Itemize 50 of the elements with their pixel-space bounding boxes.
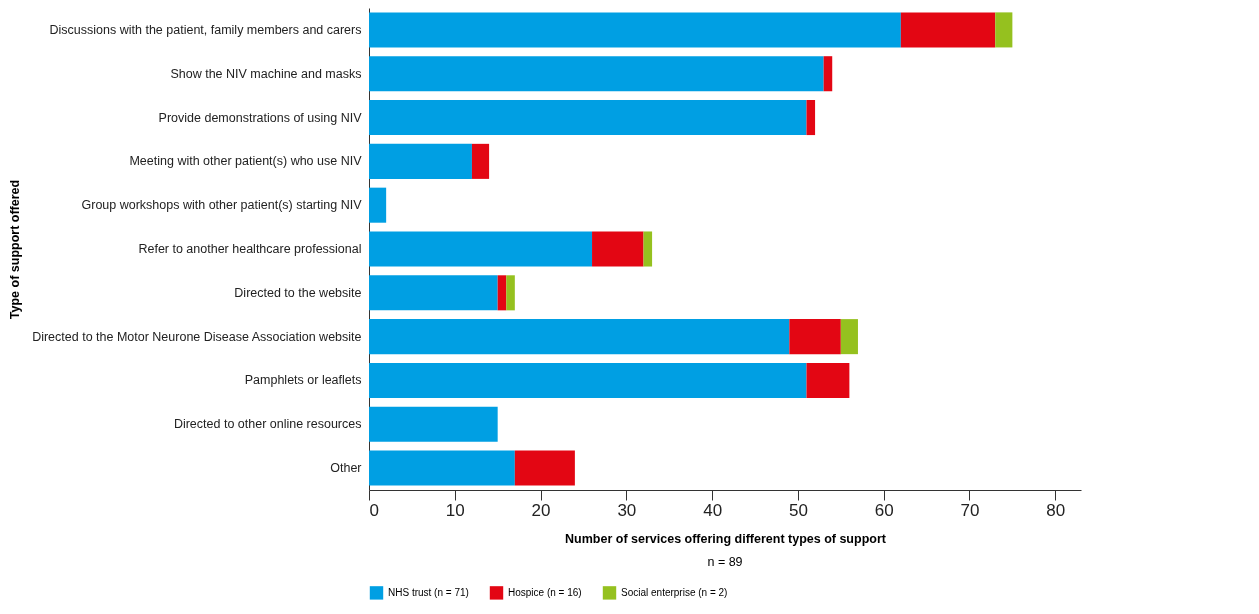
x-tick-label: 20 [531, 500, 551, 520]
bar [497, 275, 507, 311]
bar [369, 319, 790, 355]
y-tick-label: Directed to other online resources [173, 417, 362, 432]
text: n = 89 [707, 555, 743, 569]
y-tick-label: Directed to the Motor Neurone Disease Association website [32, 329, 362, 344]
bar [840, 319, 858, 355]
x-tick-label: 40 [703, 500, 723, 520]
bar [643, 231, 653, 267]
bar [995, 12, 1013, 48]
x-tick-label: 0 [369, 500, 379, 520]
y-tick-label: Other [330, 461, 362, 476]
bar [514, 450, 575, 486]
x-tick-label: 60 [874, 500, 894, 520]
legend-label: Social enterprise (n = 2) [621, 586, 728, 598]
bar [369, 406, 498, 442]
x-axis-title: Number of services offering different types of support [565, 531, 887, 546]
y-tick-label: Provide demonstrations of using NIV [158, 110, 363, 125]
bar [369, 450, 515, 486]
bar [369, 275, 498, 311]
bar [823, 56, 833, 92]
bar [369, 56, 824, 92]
y-tick-label: Show the NIV machine and masks [170, 66, 362, 81]
bar [789, 319, 841, 355]
bar [369, 12, 901, 48]
y-tick-label: Refer to another healthcare professional [138, 242, 362, 256]
bar [369, 100, 807, 136]
legend-label: Hospice (n = 16) [508, 586, 582, 598]
y-tick-label: Group workshops with other patient(s) starting NIV [81, 198, 363, 213]
x-tick-label: 50 [788, 500, 808, 520]
bar [506, 275, 515, 311]
bar [369, 231, 593, 267]
x-tick-label: 10 [445, 500, 465, 520]
legend-label: NHS trust (n = 71) [388, 586, 469, 598]
bar [369, 187, 387, 223]
y-tick-label: Pamphlets or leaflets [244, 373, 362, 388]
x-tick-label: 80 [1046, 500, 1066, 520]
bar [806, 362, 850, 398]
bar [369, 143, 472, 179]
x-tick-label: 30 [617, 500, 637, 520]
bar [471, 143, 490, 179]
y-axis-title: Type of support offered [7, 179, 22, 320]
bar [369, 362, 807, 398]
bar [592, 231, 644, 267]
x-tick-label: 70 [960, 500, 980, 520]
y-tick-label: Meeting with other patient(s) who use NIV [129, 154, 363, 169]
bar [900, 12, 996, 48]
y-tick-label: Directed to the website [234, 285, 362, 300]
bar [806, 100, 816, 136]
y-tick-label: Discussions with the patient, family members and carers [49, 22, 362, 37]
